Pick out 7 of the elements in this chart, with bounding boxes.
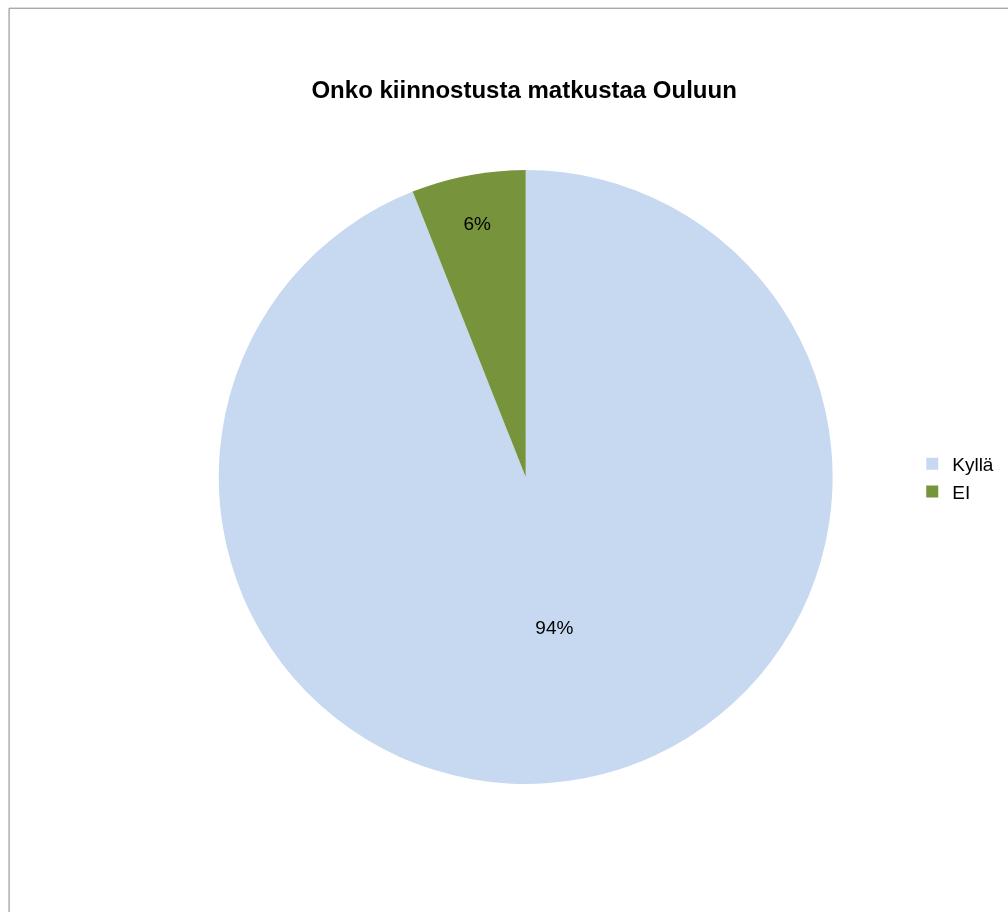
pie-slice <box>218 170 833 784</box>
data-label: 94% <box>535 617 574 639</box>
chart-title: Onko kiinnostusta matkustaa Ouluun <box>311 75 737 103</box>
legend-label: Kyllä <box>952 454 994 476</box>
pie-slice <box>412 170 526 477</box>
legend-label: EI <box>952 481 971 503</box>
data-label: 6% <box>463 212 492 234</box>
